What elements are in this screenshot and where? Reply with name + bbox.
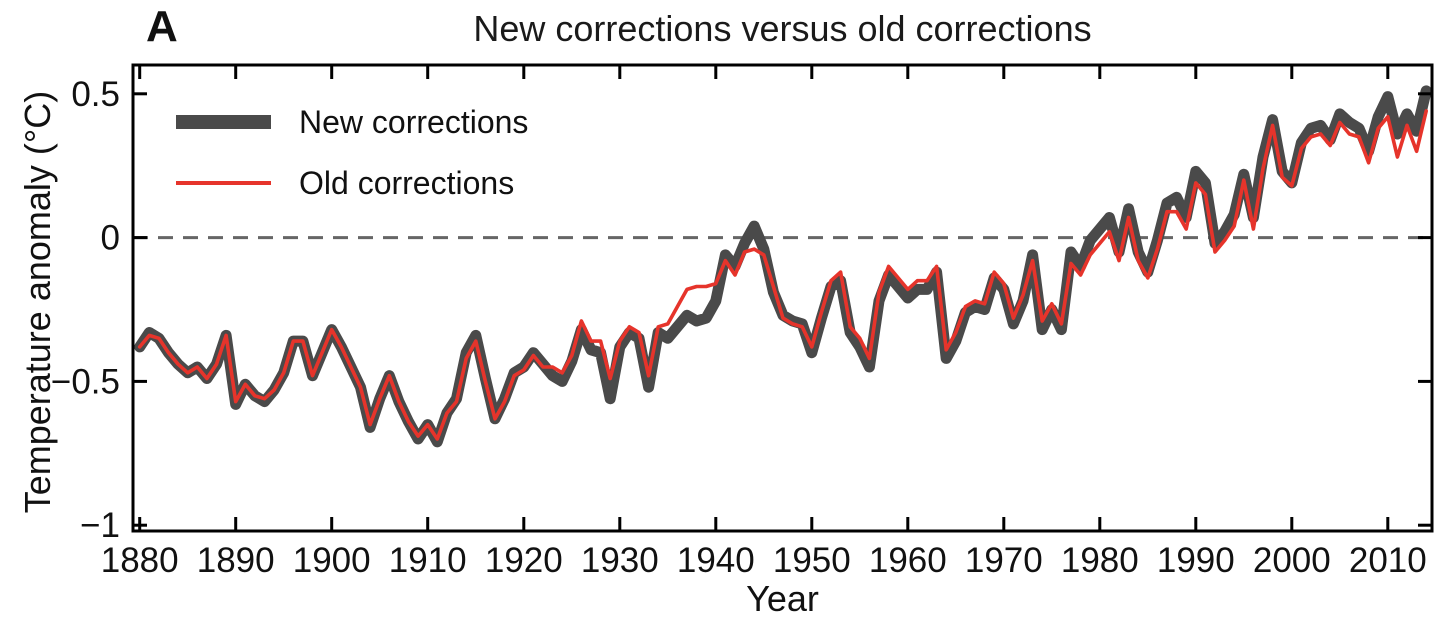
legend-label-new-corrections: New corrections	[299, 103, 529, 140]
x-tick-label: 2010	[1349, 541, 1427, 580]
x-tick-label: 1980	[1061, 541, 1139, 580]
legend-item-old-corrections: Old corrections	[176, 165, 528, 201]
panel-label: A	[146, 2, 178, 51]
x-tick-label: 1910	[389, 541, 467, 580]
x-tick-label: 1990	[1157, 541, 1235, 580]
x-tick-label: 1890	[197, 541, 275, 580]
old-corrections-line-swatch	[176, 181, 271, 185]
x-tick-label: 1930	[581, 541, 659, 580]
y-tick-label: 0	[101, 219, 120, 258]
y-axis-title: Temperature anomaly (°C)	[17, 90, 58, 514]
y-tick-label: −0.5	[51, 362, 120, 401]
new-corrections-line-swatch	[176, 115, 271, 129]
y-tick-label: 0.5	[71, 75, 120, 114]
y-tick-label: −1	[80, 506, 120, 545]
x-tick-label: 2000	[1253, 541, 1331, 580]
x-axis-title: Year	[746, 578, 819, 619]
x-tick-label: 1950	[773, 541, 851, 580]
x-tick-label: 1970	[965, 541, 1043, 580]
x-tick-label: 1880	[101, 541, 179, 580]
chart-title: New corrections versus old corrections	[473, 8, 1092, 49]
x-tick-label: 1900	[293, 541, 371, 580]
x-tick-label: 1940	[677, 541, 755, 580]
x-tick-label: 1920	[485, 541, 563, 580]
legend: New corrections Old corrections	[176, 104, 528, 201]
legend-item-new-corrections: New corrections	[176, 104, 528, 140]
legend-label-old-corrections: Old corrections	[299, 164, 515, 201]
x-tick-label: 1960	[869, 541, 947, 580]
